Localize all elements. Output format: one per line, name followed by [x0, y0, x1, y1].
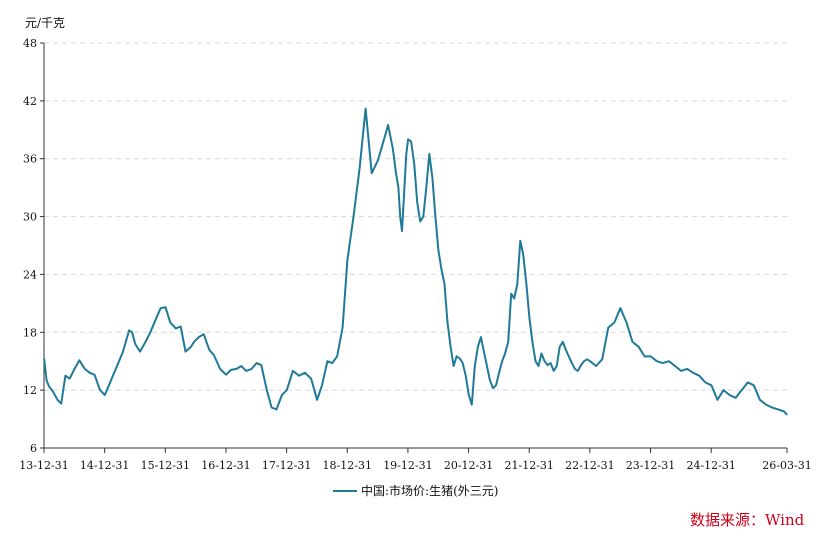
x-tick-label-6: 19-12-31 [383, 459, 432, 472]
y-tick-label-24: 24 [23, 268, 37, 281]
y-tick-label-42: 42 [23, 95, 37, 108]
y-tick-label-18: 18 [23, 326, 37, 339]
y-tick-label-30: 30 [23, 211, 37, 224]
axes [43, 43, 787, 449]
x-tick-label-2: 15-12-31 [141, 459, 190, 472]
x-tick-label-7: 20-12-31 [444, 459, 493, 472]
x-tick-label-11: 24-12-31 [686, 459, 735, 472]
x-tick-label-4: 17-12-31 [262, 459, 311, 472]
x-tick-label-0: 13-12-31 [19, 459, 68, 472]
series-layer [43, 107, 788, 416]
x-tick-label-1: 14-12-31 [80, 459, 129, 472]
series-line-0 [43, 107, 788, 416]
y-ticks: 6 12 18 24 30 36 42 48 [23, 37, 44, 455]
y-tick-label-36: 36 [23, 153, 37, 166]
x-tick-label-3: 16-12-31 [201, 459, 250, 472]
legend-label: 中国:市场价:生猪(外三元) [361, 484, 499, 498]
y-axis-unit-label: 元/千克 [25, 16, 66, 30]
legend-swatch [333, 489, 357, 492]
y-tick-label-48: 48 [23, 37, 37, 50]
y-tick-label-6: 6 [30, 442, 37, 455]
x-ticks: 13-12-31 14-12-31 15-12-31 16-12-31 17-12-31… [19, 448, 812, 472]
legend: 中国:市场价:生猪(外三元) [333, 482, 498, 499]
x-tick-label-10: 23-12-31 [626, 459, 675, 472]
source-note: 数据来源：Wind [690, 511, 805, 529]
y-tick-label-12: 12 [23, 384, 37, 397]
gridlines [44, 42, 787, 391]
x-tick-label-5: 18-12-31 [323, 459, 372, 472]
x-tick-label-8: 21-12-31 [505, 459, 554, 472]
x-tick-label-12: 26-03-31 [762, 459, 811, 472]
x-tick-label-9: 22-12-31 [565, 459, 614, 472]
